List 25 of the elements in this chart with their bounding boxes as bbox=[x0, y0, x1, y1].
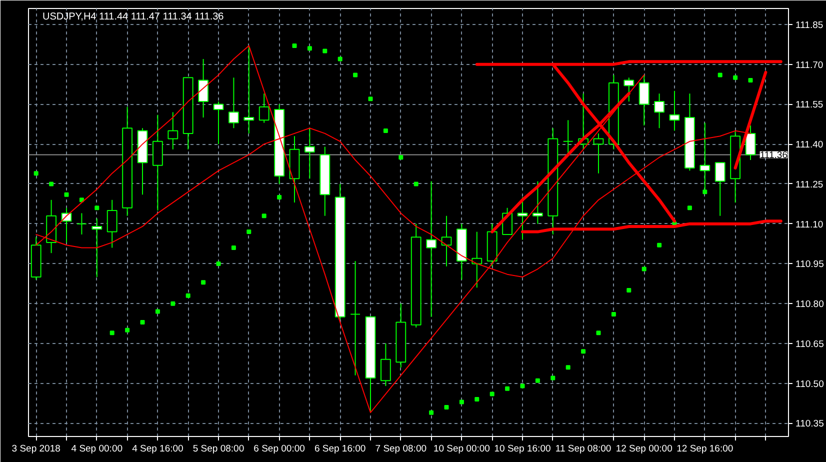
x-tick-label: 3 Sep 2018 bbox=[12, 444, 60, 454]
chart-title: USDJPY,H4 111.44 111.47 111.34 111.36 bbox=[42, 12, 224, 22]
x-tick-label: 10 Sep 16:00 bbox=[494, 444, 551, 454]
y-tick-label: 111.10 bbox=[796, 219, 824, 230]
y-tick-label: 110.35 bbox=[796, 418, 824, 430]
y-tick-label: 110.80 bbox=[796, 299, 824, 310]
x-tick-label: 4 Sep 16:00 bbox=[132, 444, 184, 454]
y-tick-label: 111.55 bbox=[796, 100, 824, 111]
x-tick-label: 11 Sep 08:00 bbox=[555, 444, 612, 454]
x-tick-label: 4 Sep 00:00 bbox=[71, 444, 123, 454]
x-tick-label: 10 Sep 00:00 bbox=[433, 444, 490, 454]
y-tick-label: 110.65 bbox=[796, 338, 824, 350]
y-tick-label: 110.50 bbox=[796, 378, 824, 390]
x-tick-label: 12 Sep 16:00 bbox=[676, 444, 734, 454]
y-tick-label: 110.95 bbox=[796, 259, 824, 270]
x-tick-label: 12 Sep 00:00 bbox=[616, 444, 672, 454]
y-tick-label: 111.40 bbox=[796, 140, 824, 151]
y-tick-label: 111.85 bbox=[796, 20, 824, 31]
y-tick-label: 111.70 bbox=[796, 60, 824, 71]
x-tick-label: 5 Sep 08:00 bbox=[192, 444, 244, 454]
y-tick-label: 111.25 bbox=[796, 179, 824, 190]
ref-line-label: 111.36 bbox=[760, 150, 788, 162]
x-tick-label: 6 Sep 16:00 bbox=[314, 444, 366, 454]
x-tick-label: 6 Sep 00:00 bbox=[254, 444, 305, 454]
x-tick-label: 7 Sep 08:00 bbox=[375, 444, 427, 454]
